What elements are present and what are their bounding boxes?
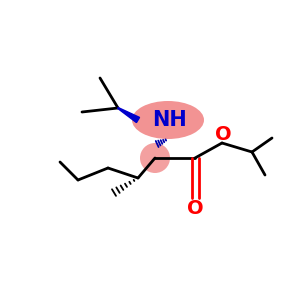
Ellipse shape xyxy=(132,101,204,139)
Text: NH: NH xyxy=(153,110,188,130)
Text: O: O xyxy=(215,124,231,143)
Polygon shape xyxy=(118,108,140,123)
Ellipse shape xyxy=(140,143,170,173)
Text: O: O xyxy=(187,200,203,218)
